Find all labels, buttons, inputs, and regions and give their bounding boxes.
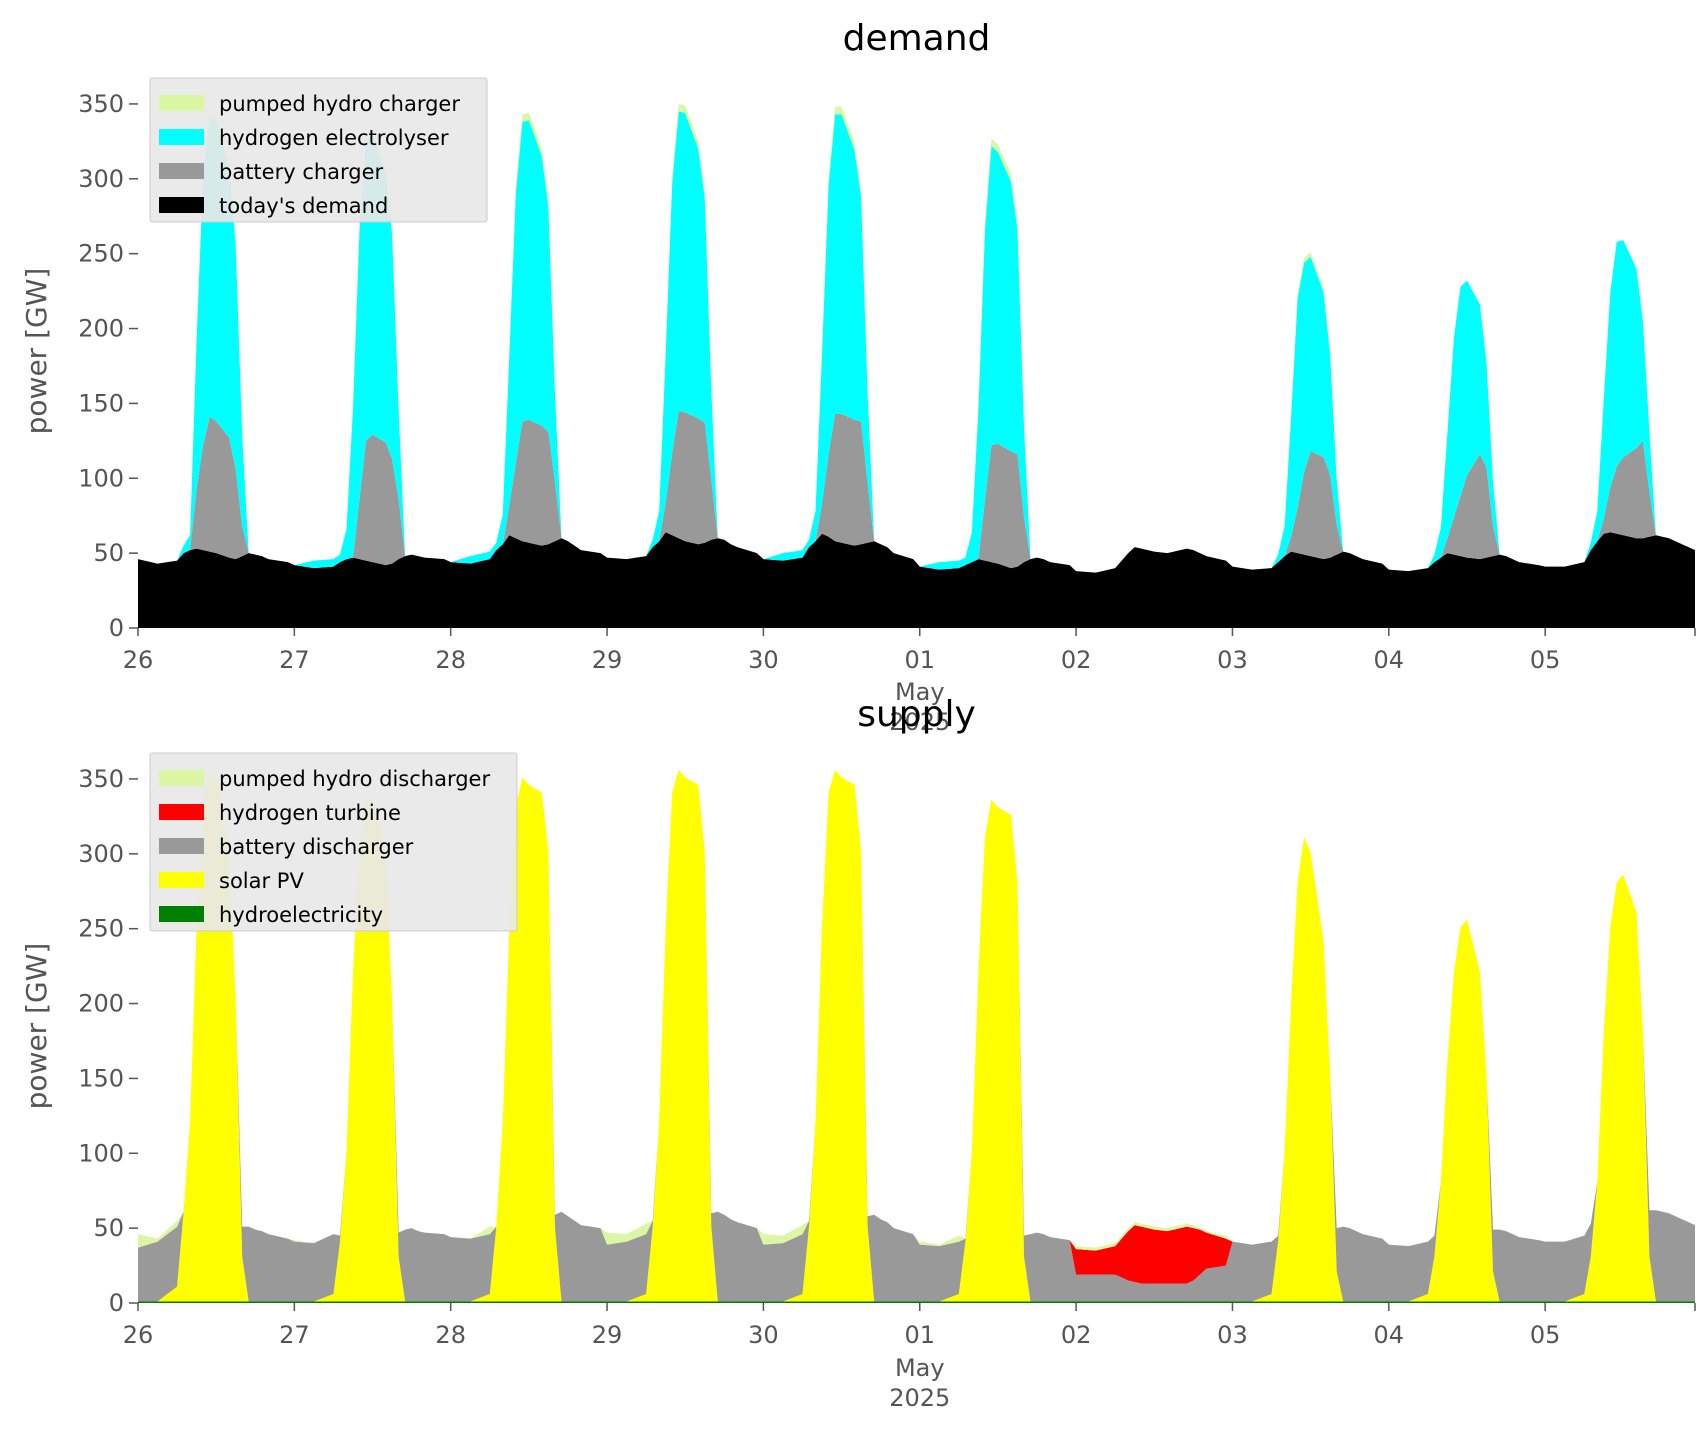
- legend-label-hydrogen-turbine: hydrogen turbine: [219, 801, 401, 825]
- y-tick-label: 250: [78, 240, 124, 268]
- y-tick-label: 0: [109, 614, 124, 642]
- y-axis-label: power [GW]: [20, 268, 53, 435]
- y-tick-label: 100: [78, 464, 124, 492]
- y-tick-label: 150: [78, 389, 124, 417]
- chart-title: demand: [843, 18, 991, 59]
- legend-swatch-hydroelectricity: [159, 906, 204, 922]
- x-axis-year-label: 2025: [889, 708, 950, 736]
- x-tick-label: 26: [123, 646, 154, 674]
- legend-label-pumped-hydro-discharger: pumped hydro discharger: [219, 767, 490, 791]
- legend-box: [149, 752, 518, 932]
- legend-swatch-hydrogen-turbine: [159, 804, 204, 820]
- legend-swatch-battery-discharger: [159, 838, 204, 854]
- area-solar-pv: [138, 770, 1695, 1302]
- x-tick-label: 04: [1374, 1321, 1405, 1349]
- y-tick-label: 50: [93, 539, 124, 567]
- area-today-s-demand: [138, 532, 1695, 628]
- legend-swatch-hydrogen-electrolyser: [159, 129, 204, 145]
- legend-label-solar-pv: solar PV: [219, 869, 304, 893]
- area-hydrogen-electrolyser: [138, 111, 1695, 573]
- legend-label-battery-charger: battery charger: [219, 160, 384, 184]
- x-tick-label: 01: [904, 646, 935, 674]
- x-tick-label: 01: [904, 1321, 935, 1349]
- legend-swatch-pumped-hydro-discharger: [159, 770, 204, 786]
- legend-label-hydrogen-electrolyser: hydrogen electrolyser: [219, 126, 449, 150]
- y-tick-label: 50: [93, 1214, 124, 1242]
- y-tick-label: 350: [78, 90, 124, 118]
- x-tick-label: 02: [1061, 1321, 1092, 1349]
- x-tick-label: 05: [1530, 1321, 1561, 1349]
- x-axis-month-label: May: [895, 1354, 945, 1382]
- y-tick-label: 150: [78, 1064, 124, 1092]
- x-tick-label: 29: [592, 646, 623, 674]
- legend-swatch-battery-charger: [159, 163, 204, 179]
- legend-swatch-today-s-demand: [159, 197, 204, 213]
- x-tick-label: 28: [435, 1321, 466, 1349]
- x-tick-label: 02: [1061, 646, 1092, 674]
- y-tick-label: 0: [109, 1289, 124, 1317]
- legend-swatch-solar-pv: [159, 872, 204, 888]
- x-axis-year-label: 2025: [889, 1384, 950, 1412]
- y-tick-label: 200: [78, 990, 124, 1018]
- y-tick-label: 200: [78, 315, 124, 343]
- x-axis-month-label: May: [895, 678, 945, 706]
- legend-label-battery-discharger: battery discharger: [219, 835, 414, 859]
- x-tick-label: 28: [435, 646, 466, 674]
- y-tick-label: 300: [78, 840, 124, 868]
- x-tick-label: 05: [1530, 646, 1561, 674]
- x-tick-label: 27: [279, 646, 310, 674]
- x-tick-label: 30: [748, 646, 779, 674]
- area-battery-charger: [138, 410, 1695, 573]
- y-tick-label: 100: [78, 1139, 124, 1167]
- chart-title: supply: [857, 694, 976, 735]
- x-tick-label: 27: [279, 1321, 310, 1349]
- x-tick-label: 04: [1374, 646, 1405, 674]
- y-axis-label: power [GW]: [20, 943, 53, 1110]
- legend-label-today-s-demand: today's demand: [219, 194, 388, 218]
- legend-box: [149, 77, 488, 223]
- x-tick-label: 29: [592, 1321, 623, 1349]
- x-tick-label: 26: [123, 1321, 154, 1349]
- x-tick-label: 03: [1217, 1321, 1248, 1349]
- legend-label-pumped-hydro-charger: pumped hydro charger: [219, 92, 460, 116]
- area-hydroelectricity: [138, 1301, 1695, 1303]
- y-tick-label: 300: [78, 165, 124, 193]
- area-battery-discharger: [138, 770, 1695, 1302]
- legend-label-hydroelectricity: hydroelectricity: [219, 903, 383, 927]
- y-tick-label: 350: [78, 765, 124, 793]
- y-tick-label: 250: [78, 915, 124, 943]
- x-tick-label: 30: [748, 1321, 779, 1349]
- x-tick-label: 03: [1217, 646, 1248, 674]
- legend-swatch-pumped-hydro-charger: [159, 95, 204, 111]
